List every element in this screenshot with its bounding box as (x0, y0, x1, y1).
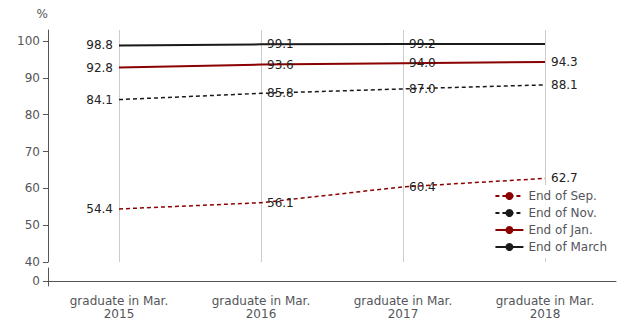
svg-text:2018: 2018 (530, 307, 561, 321)
svg-text:0: 0 (32, 274, 40, 288)
svg-text:94.0: 94.0 (409, 56, 436, 70)
svg-text:2017: 2017 (388, 307, 419, 321)
svg-text:graduate in Mar.: graduate in Mar. (354, 294, 453, 308)
svg-text:End of Nov.: End of Nov. (528, 206, 596, 220)
svg-text:50: 50 (25, 218, 40, 232)
svg-text:End of March: End of March (528, 240, 607, 254)
svg-text:2015: 2015 (104, 307, 135, 321)
svg-text:92.8: 92.8 (86, 61, 113, 75)
svg-text:84.1: 84.1 (86, 93, 113, 107)
svg-text:100: 100 (17, 34, 40, 48)
svg-text:90: 90 (25, 71, 40, 85)
svg-text:2016: 2016 (246, 307, 277, 321)
svg-text:99.2: 99.2 (409, 37, 436, 51)
svg-text:60.4: 60.4 (409, 180, 436, 194)
svg-text:94.3: 94.3 (551, 55, 578, 69)
svg-text:93.6: 93.6 (267, 58, 294, 72)
svg-text:graduate in Mar.: graduate in Mar. (70, 294, 169, 308)
svg-text:80: 80 (25, 108, 40, 122)
svg-text:88.1: 88.1 (551, 78, 578, 92)
svg-text:87.0: 87.0 (409, 82, 436, 96)
svg-text:%: % (37, 7, 48, 21)
svg-text:End of Jan.: End of Jan. (528, 223, 592, 237)
svg-text:54.4: 54.4 (86, 202, 113, 216)
svg-text:56.1: 56.1 (267, 196, 294, 210)
svg-text:End of Sep.: End of Sep. (528, 189, 596, 203)
svg-text:85.8: 85.8 (267, 86, 294, 100)
svg-text:98.8: 98.8 (86, 38, 113, 52)
svg-text:graduate in Mar.: graduate in Mar. (496, 294, 595, 308)
svg-text:60: 60 (25, 181, 40, 195)
svg-text:graduate in Mar.: graduate in Mar. (212, 294, 311, 308)
svg-text:70: 70 (25, 145, 40, 159)
svg-text:99.1: 99.1 (267, 37, 294, 51)
svg-text:62.7: 62.7 (551, 171, 578, 185)
svg-text:40: 40 (25, 255, 40, 269)
